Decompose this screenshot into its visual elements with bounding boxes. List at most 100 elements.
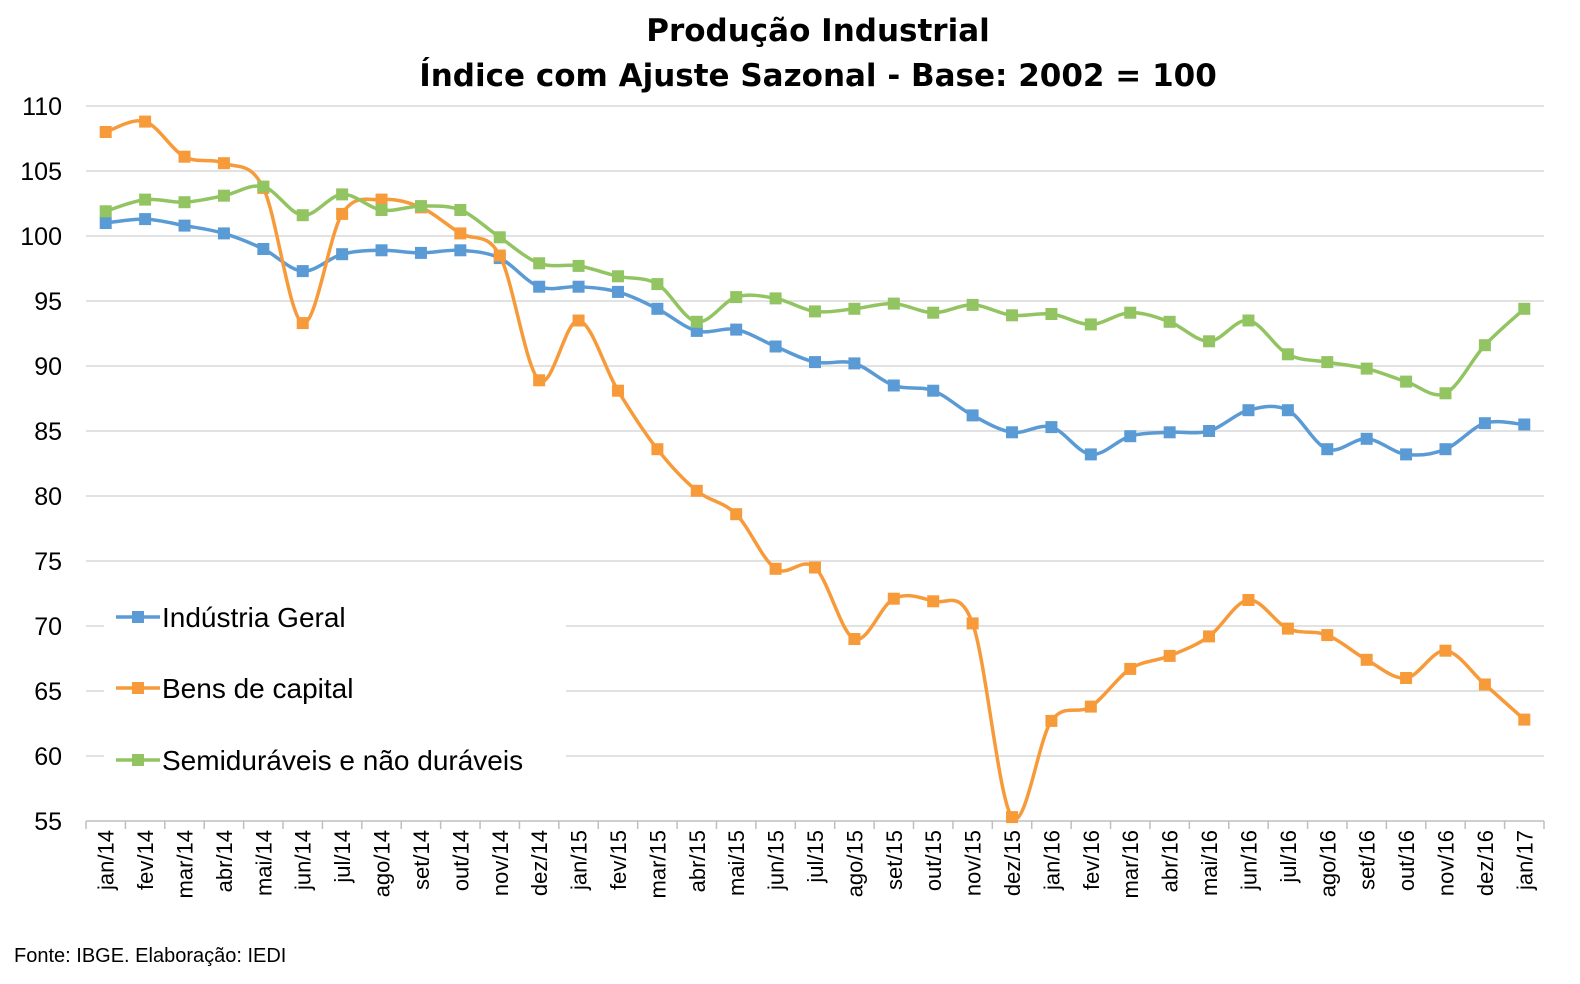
data-point-marker — [217, 157, 230, 170]
x-tick-label: out/14 — [448, 830, 473, 891]
series-1 — [99, 213, 1531, 461]
data-point-marker — [572, 280, 585, 293]
legend-item: Semiduráveis e não duráveis — [116, 745, 523, 776]
legend-label: Indústria Geral — [162, 602, 346, 633]
data-point-marker — [1045, 308, 1058, 320]
x-tick-label: dez/15 — [1000, 830, 1025, 896]
data-point-marker — [611, 285, 624, 298]
legend: Indústria Geral Bens de capital Semiduráve… — [104, 590, 566, 790]
data-point-marker — [769, 340, 782, 353]
data-point-marker — [1084, 448, 1097, 461]
data-point-marker — [336, 248, 349, 261]
data-point-marker — [1478, 417, 1491, 430]
data-point-marker — [1400, 375, 1413, 388]
data-point-marker — [572, 259, 585, 272]
data-point-marker — [966, 298, 979, 311]
series-line — [105, 217, 1525, 457]
y-tick-label: 110 — [22, 93, 62, 121]
x-tick-label: set/15 — [882, 830, 907, 890]
data-point-marker — [1360, 362, 1373, 375]
data-point-marker — [99, 205, 112, 218]
series-lines — [99, 115, 1531, 824]
x-tick-label: ago/15 — [842, 830, 867, 897]
data-point-marker — [1400, 448, 1413, 461]
x-tick-label: mar/14 — [173, 830, 198, 898]
data-point-marker — [217, 227, 230, 240]
data-point-marker — [1439, 443, 1452, 456]
y-tick-label: 95 — [34, 288, 62, 316]
data-point-marker — [1203, 630, 1216, 643]
data-point-marker — [139, 115, 152, 128]
data-point-marker — [375, 244, 388, 257]
data-point-marker — [217, 189, 230, 202]
data-point-marker — [493, 231, 506, 244]
data-point-marker — [1242, 404, 1255, 417]
data-point-marker — [1360, 432, 1373, 445]
data-point-marker — [1006, 309, 1019, 322]
data-point-marker — [375, 193, 388, 206]
x-tick-label: fev/16 — [1079, 830, 1104, 890]
data-point-marker — [690, 484, 703, 497]
x-tick-label: dez/14 — [527, 830, 552, 896]
data-point-marker — [454, 244, 467, 257]
x-tick-label: out/15 — [921, 830, 946, 891]
data-point-marker — [848, 302, 861, 315]
legend-label: Bens de capital — [162, 673, 353, 704]
data-point-marker — [178, 150, 191, 163]
data-point-marker — [1242, 594, 1255, 606]
legend-label: Semiduráveis e não duráveis — [162, 745, 523, 776]
legend-marker — [132, 682, 144, 694]
data-point-marker — [454, 204, 467, 216]
x-tick-label: mai/16 — [1197, 830, 1222, 896]
data-point-marker — [296, 209, 309, 222]
data-point-marker — [1400, 672, 1413, 684]
data-point-marker — [1203, 425, 1216, 437]
y-tick-label: 70 — [34, 613, 62, 641]
legend-marker — [132, 754, 144, 766]
x-tick-label: mar/15 — [645, 830, 670, 898]
x-tick-label: jul/15 — [803, 830, 828, 884]
x-tick-label: jun/14 — [291, 830, 316, 891]
y-tick-label: 55 — [34, 808, 62, 836]
data-point-marker — [887, 297, 900, 310]
y-tick-label: 90 — [34, 353, 62, 381]
chart-title-line-2: Índice com Ajuste Sazonal - Base: 2002 =… — [419, 58, 1217, 94]
data-point-marker — [296, 317, 309, 330]
y-tick-label: 85 — [34, 418, 62, 446]
x-tick-label: jan/15 — [567, 830, 592, 891]
legend-item: Indústria Geral — [116, 602, 346, 633]
data-point-marker — [533, 374, 546, 387]
data-point-marker — [1124, 430, 1137, 443]
data-point-marker — [139, 193, 152, 206]
data-point-marker — [493, 249, 506, 262]
data-point-marker — [887, 379, 900, 392]
source-note: Fonte: IBGE. Elaboração: IEDI — [14, 945, 286, 967]
data-point-marker — [1045, 421, 1058, 434]
data-point-marker — [1321, 356, 1334, 369]
data-point-marker — [336, 207, 349, 220]
data-point-marker — [611, 384, 624, 397]
x-tick-label: nov/15 — [961, 830, 986, 896]
data-point-marker — [139, 213, 152, 226]
data-point-marker — [809, 561, 821, 574]
data-point-marker — [887, 592, 900, 605]
data-point-marker — [1518, 418, 1531, 431]
data-point-marker — [454, 227, 467, 240]
data-point-marker — [1203, 335, 1216, 348]
data-point-marker — [651, 302, 664, 315]
y-tick-label: 100 — [20, 223, 62, 251]
data-point-marker — [99, 217, 112, 229]
data-point-marker — [1360, 653, 1373, 666]
data-point-marker — [375, 204, 388, 216]
data-point-marker — [809, 356, 821, 369]
data-point-marker — [769, 292, 782, 305]
data-point-marker — [1478, 339, 1491, 352]
x-tick-label: nov/14 — [488, 830, 513, 896]
data-point-marker — [1006, 811, 1019, 824]
data-point-marker — [927, 306, 940, 319]
series-3 — [99, 180, 1531, 400]
data-point-marker — [1518, 713, 1531, 726]
data-point-marker — [730, 323, 743, 336]
data-point-marker — [730, 508, 743, 521]
data-point-marker — [1124, 306, 1137, 319]
